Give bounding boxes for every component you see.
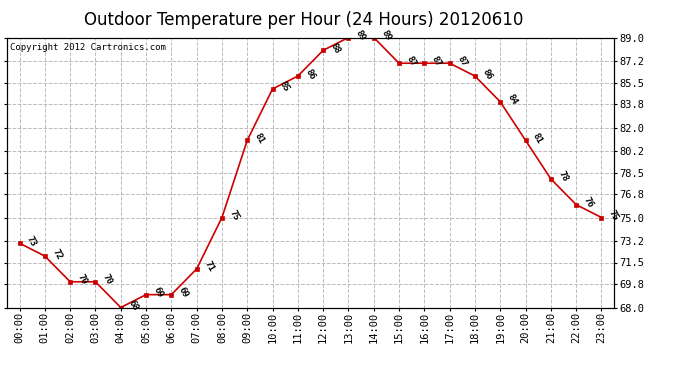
Text: 81: 81: [253, 131, 266, 145]
Text: 73: 73: [25, 234, 38, 248]
Text: 84: 84: [506, 93, 519, 106]
Text: 76: 76: [582, 196, 595, 209]
Text: 86: 86: [480, 67, 493, 81]
Text: 69: 69: [152, 286, 165, 299]
Text: 85: 85: [278, 80, 291, 94]
Text: 87: 87: [404, 54, 417, 68]
Text: 69: 69: [177, 286, 190, 299]
Text: 81: 81: [531, 131, 544, 145]
Text: 86: 86: [304, 67, 317, 81]
Text: 89: 89: [380, 28, 393, 42]
Text: 68: 68: [126, 298, 139, 312]
Text: 88: 88: [328, 41, 342, 55]
Text: 75: 75: [607, 209, 620, 222]
Text: Outdoor Temperature per Hour (24 Hours) 20120610: Outdoor Temperature per Hour (24 Hours) …: [84, 11, 523, 29]
Text: 87: 87: [430, 54, 443, 68]
Text: 89: 89: [354, 28, 367, 42]
Text: 71: 71: [202, 260, 215, 274]
Text: 78: 78: [556, 170, 569, 184]
Text: 87: 87: [455, 54, 469, 68]
Text: 72: 72: [50, 247, 63, 261]
Text: Copyright 2012 Cartronics.com: Copyright 2012 Cartronics.com: [10, 43, 166, 52]
Text: 70: 70: [101, 273, 114, 286]
Text: 75: 75: [228, 209, 241, 222]
Text: 70: 70: [76, 273, 89, 286]
